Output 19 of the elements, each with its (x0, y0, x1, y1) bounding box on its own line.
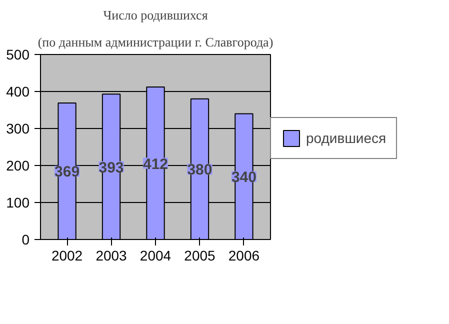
x-tick-label: 2006 (228, 248, 260, 264)
data-label: 393 (98, 159, 124, 176)
x-tick-label: 2005 (184, 248, 216, 264)
y-tick-label: 300 (6, 120, 30, 136)
data-label: 369 (54, 164, 80, 181)
x-tick-label: 2004 (140, 248, 172, 264)
data-label: 412 (142, 156, 168, 173)
legend-label: родившиеся (306, 130, 386, 146)
y-tick-label: 100 (6, 194, 30, 210)
data-label: 340 (231, 169, 256, 186)
y-tick-label: 400 (6, 84, 30, 100)
chart-subtitle: (по данным администрации г. Славгорода) (38, 34, 274, 50)
chart-title: Число родившихся (103, 8, 208, 22)
y-tick-label: 200 (6, 158, 30, 174)
data-label: 380 (187, 162, 212, 179)
y-tick-label: 500 (6, 46, 30, 62)
x-tick-label: 2002 (51, 248, 83, 264)
x-tick-label: 2003 (96, 248, 128, 264)
y-tick-label: 0 (22, 232, 30, 248)
